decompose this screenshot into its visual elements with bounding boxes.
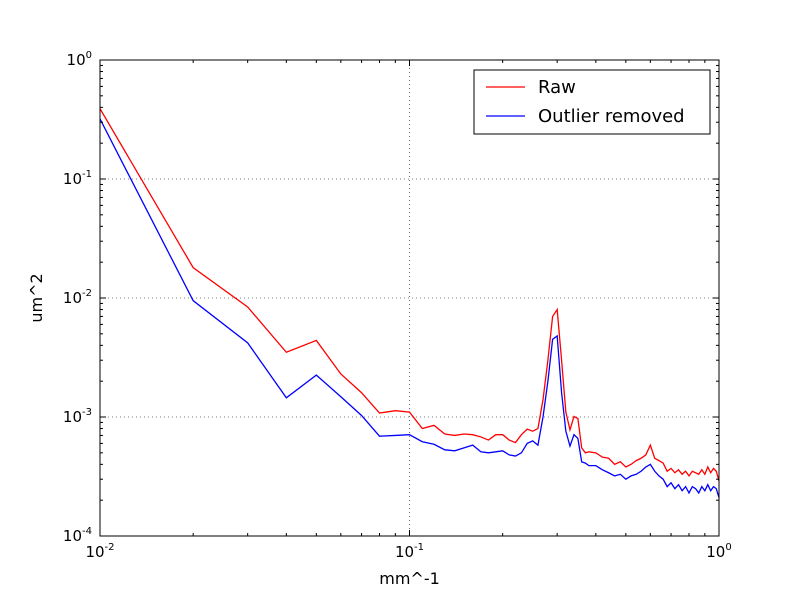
y-tick-label: 10-3 xyxy=(63,407,92,426)
legend-label-raw: Raw xyxy=(538,77,576,98)
data-series xyxy=(99,108,720,498)
x-tick-label: 100 xyxy=(706,542,731,561)
y-axis-label: um^2 xyxy=(27,273,46,322)
series-line-outlier-removed xyxy=(99,118,720,498)
x-axis-label: mm^-1 xyxy=(379,569,440,588)
legend-label-outlier-removed: Outlier removed xyxy=(538,106,685,127)
y-tick-label: 10-1 xyxy=(63,169,92,188)
x-tick-label: 10-2 xyxy=(85,542,114,561)
legend-box xyxy=(473,69,711,135)
x-tick-label: 10-1 xyxy=(395,542,424,561)
legend: Raw Outlier removed xyxy=(473,69,711,135)
series-line-raw xyxy=(99,108,720,482)
y-tick-label: 10-4 xyxy=(63,526,92,545)
axis-ticks: 10-2 10-1 100 10-4 10-3 10-2 10-1 100 xyxy=(63,50,732,561)
y-tick-label: 100 xyxy=(67,50,92,69)
y-tick-label: 10-2 xyxy=(63,288,92,307)
